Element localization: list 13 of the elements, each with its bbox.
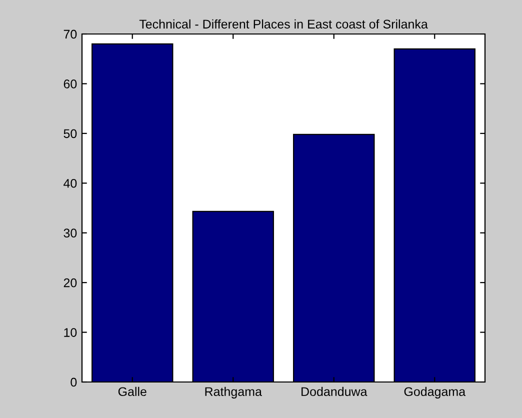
y-tick-label: 50 [64, 129, 77, 138]
x-tick-label: Galle [118, 386, 146, 396]
y-tick-label: 40 [64, 178, 77, 188]
x-tick-label: Godagama [404, 386, 466, 399]
chart-title: Technical - Different Places in East coast of Srilanka [139, 19, 428, 29]
y-tick-label: 0 [70, 378, 77, 387]
y-tick-label: 10 [64, 328, 77, 337]
y-tick-label: 30 [64, 228, 77, 238]
y-tick-label: 70 [64, 30, 77, 39]
x-tick-label: Rathgama [205, 386, 262, 399]
x-tick-label: Dodanduwa [302, 386, 368, 396]
y-tick-label: 60 [64, 80, 77, 88]
y-tick-label: 20 [64, 278, 77, 288]
